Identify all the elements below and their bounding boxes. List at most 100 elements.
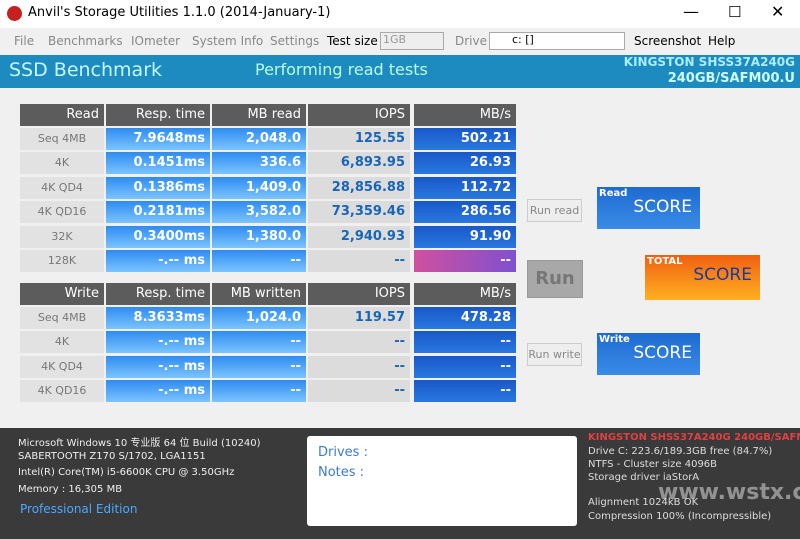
test-size-dropdown[interactable]: 1GB [380, 32, 444, 50]
drive-model: KINGSTON SHSS37A240G [623, 55, 795, 69]
menu-item[interactable]: Benchmarks [48, 34, 123, 48]
table-cell: 26.93 [414, 152, 516, 175]
drive-info: Drive C: 223.6/189.3GB free (84.7%) [588, 446, 773, 457]
table-cell: 7.9648ms [106, 128, 210, 150]
drive-dropdown[interactable]: c: [] [489, 32, 625, 50]
table-header: Resp. time [106, 283, 210, 305]
table-header: Write [20, 283, 104, 305]
close-button[interactable]: ✕ [771, 2, 785, 21]
table-cell: 73,359.46 [308, 201, 410, 224]
table-cell: -- [414, 355, 516, 378]
table-header: IOPS [308, 283, 410, 305]
table-cell: 125.55 [308, 128, 410, 150]
system-info: Intel(R) Core(TM) i5-6600K CPU @ 3.50GHz [18, 467, 235, 478]
read-score-value: SCORE [633, 197, 692, 217]
app-icon [7, 6, 22, 21]
table-cell: 0.3400ms [106, 225, 210, 248]
system-info: SABERTOOTH Z170 S/1702, LGA1151 [18, 450, 206, 462]
table-header: Resp. time [106, 104, 210, 126]
window-title: Anvil's Storage Utilities 1.1.0 (2014-Ja… [28, 5, 331, 20]
table-cell: -- [212, 355, 306, 378]
drive-info: Alignment 1024kB OK [588, 497, 699, 508]
minimize-button[interactable]: — [683, 2, 699, 21]
table-cell: 502.21 [414, 128, 516, 150]
table-cell: -- [212, 331, 306, 354]
notes-label: Drives : [318, 445, 368, 460]
header-bar [0, 55, 800, 88]
menu-item[interactable]: Help [708, 34, 736, 48]
table-cell: -- [308, 331, 410, 354]
menu-item[interactable]: Screenshot [634, 34, 702, 48]
table-cell: 112.72 [414, 176, 516, 199]
watermark: www.wstx.com [658, 480, 800, 505]
menu-item[interactable]: Settings [270, 34, 320, 48]
notes-box [307, 436, 577, 526]
write-score-label: Write [599, 334, 630, 345]
title-bar [0, 0, 800, 28]
run-write-button[interactable]: Run write [527, 343, 582, 366]
table-header: Read [20, 104, 104, 126]
table-cell: -.-- ms [106, 380, 210, 403]
table-cell: 286.56 [414, 201, 516, 224]
table-cell: Seq 4MB [20, 128, 104, 150]
drive-info: KINGSTON SHSS37A240G 240GB/SAFM0 [588, 432, 800, 443]
menu-item[interactable]: IOmeter [131, 34, 181, 48]
menu-item: Drive [455, 34, 487, 48]
table-cell: Seq 4MB [20, 307, 104, 329]
drive-info: NTFS - Cluster size 4096B [588, 459, 718, 470]
table-cell: 4K [20, 152, 104, 175]
table-cell: 0.1451ms [106, 152, 210, 175]
write-score-value: SCORE [633, 343, 692, 363]
table-cell: 28,856.88 [308, 176, 410, 199]
table-header: MB read [212, 104, 306, 126]
write-score-box [597, 333, 700, 375]
table-cell: -- [414, 331, 516, 354]
table-cell: 0.2181ms [106, 201, 210, 224]
table-cell: 4K QD16 [20, 201, 104, 224]
table-cell: 1,380.0 [212, 225, 306, 248]
table-cell: -- [414, 380, 516, 403]
table-cell: -- [212, 380, 306, 403]
header-title: SSD Benchmark [9, 59, 163, 81]
run-read-button[interactable]: Run read [527, 199, 582, 222]
table-cell: 3,582.0 [212, 201, 306, 224]
table-cell: -- [414, 250, 516, 272]
menu-item[interactable]: File [14, 34, 35, 48]
read-score-label: Read [599, 188, 628, 199]
table-header: IOPS [308, 104, 410, 126]
status-text: Performing read tests [255, 60, 428, 79]
system-info: Microsoft Windows 10 专业版 64 位 Build (102… [18, 438, 261, 449]
table-cell: 1,024.0 [212, 307, 306, 329]
table-cell: 2,048.0 [212, 128, 306, 150]
table-cell: 32K [20, 225, 104, 248]
table-cell: 128K [20, 250, 104, 272]
table-cell: 1,409.0 [212, 176, 306, 199]
table-cell: -- [308, 380, 410, 403]
total-score-label: TOTAL [647, 256, 683, 267]
table-cell: -- [308, 250, 410, 272]
table-cell: 4K QD4 [20, 355, 104, 378]
table-cell: 0.1386ms [106, 176, 210, 199]
menu-item: Test size [327, 34, 378, 48]
table-cell: 8.3633ms [106, 307, 210, 329]
table-cell: -- [308, 355, 410, 378]
table-header: MB/s [414, 104, 516, 126]
table-cell: 4K QD4 [20, 176, 104, 199]
drive-firmware: 240GB/SAFM00.U [667, 71, 795, 86]
table-cell: -.-- ms [106, 355, 210, 378]
table-cell: 2,940.93 [308, 225, 410, 248]
table-cell: -.-- ms [106, 250, 210, 272]
notes-label: Notes : [318, 465, 365, 480]
menu-item[interactable]: System Info [192, 34, 264, 48]
maximize-button[interactable]: ☐ [728, 3, 742, 21]
table-cell: -.-- ms [106, 331, 210, 354]
table-cell: -- [212, 250, 306, 272]
table-header: MB/s [414, 283, 516, 305]
run-button[interactable]: Run [527, 260, 583, 298]
read-score-box [597, 187, 700, 229]
total-score-box [645, 255, 760, 300]
table-cell: 119.57 [308, 307, 410, 329]
table-cell: 4K QD16 [20, 380, 104, 403]
table-cell: 91.90 [414, 225, 516, 248]
